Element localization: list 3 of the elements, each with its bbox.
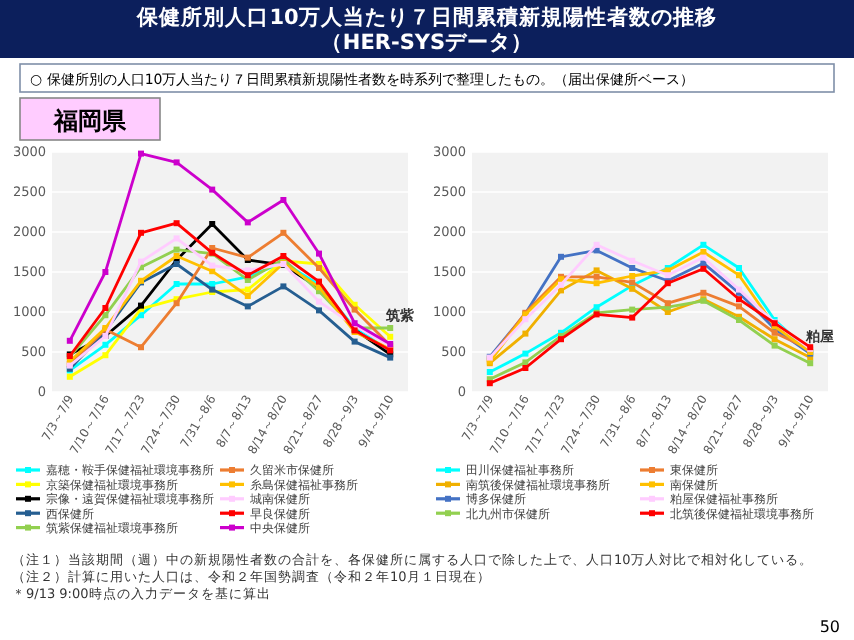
text: 50	[819, 618, 840, 636]
text: 福岡県	[52, 107, 128, 135]
chart-title: 保健所別人口10万人当たり７日間累積新規陽性者数の推移（HER-SYSデータ）	[135, 4, 717, 55]
